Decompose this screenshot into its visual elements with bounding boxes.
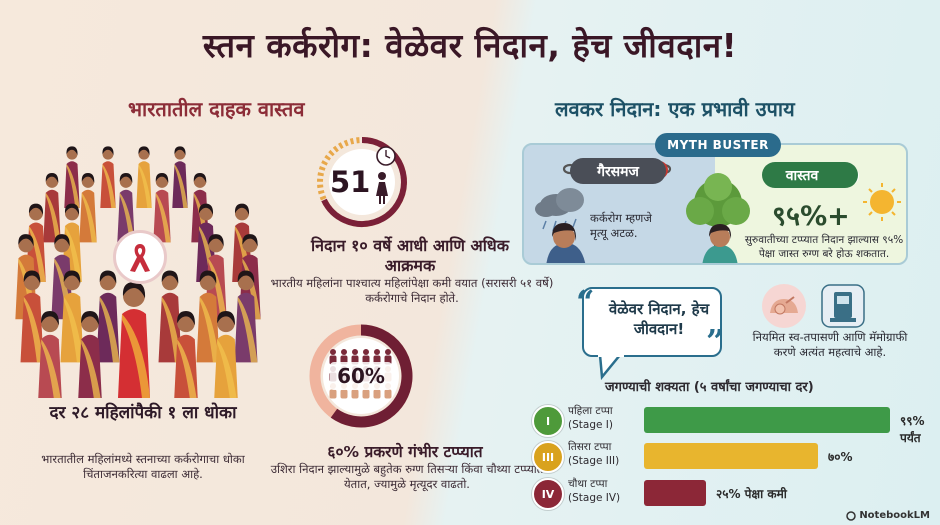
stage-name: तिसरा टप्पा	[568, 441, 612, 453]
risk-description: भारतातील महिलांमध्ये स्तनाच्या कर्करोगाच…	[41, 452, 245, 481]
myth-buster-label: MYTH BUSTER	[655, 133, 781, 157]
notebooklm-brand: NotebookLM	[846, 510, 930, 521]
woman-figure	[60, 270, 84, 363]
myth-tag: गैरसमज	[570, 158, 666, 184]
woman-figure	[158, 270, 182, 363]
fact-text: सुरुवातीच्या टप्प्यात निदान झाल्यास ९५% …	[744, 234, 904, 260]
fact-tag: वास्तव	[762, 162, 858, 188]
women-crowd-illustration	[10, 128, 270, 410]
quote-close-icon: ”	[706, 322, 725, 360]
survival-chart-title: जगण्याची शक्यता (५ वर्षांचा जगण्याचा दर)	[605, 380, 814, 395]
stage-name: चौथा टप्पा	[568, 478, 608, 490]
stage-bar	[644, 480, 706, 506]
cancer-ribbon-badge	[113, 230, 167, 284]
front-woman-figure	[118, 282, 150, 398]
quote-open-icon: “	[576, 283, 595, 321]
woman-figure	[172, 146, 188, 208]
notebooklm-logo-icon	[846, 510, 857, 521]
mammography-icon	[821, 284, 865, 328]
breast-self-exam-icon	[762, 284, 806, 328]
worried-woman-icon	[546, 223, 586, 263]
woman-figure	[213, 311, 239, 410]
awareness-ribbon-icon	[130, 244, 150, 272]
stage-bar	[644, 443, 818, 469]
stage-icon: III	[532, 441, 564, 473]
woman-figure	[100, 146, 116, 208]
self-check-icons	[762, 284, 865, 328]
woman-figure	[196, 270, 220, 363]
stage-row: III तिसरा टप्पा (Stage III) ७०%	[532, 440, 932, 474]
rain-cloud-icon	[535, 188, 584, 232]
clock-icon	[376, 146, 396, 166]
age-gauge: 51	[314, 134, 410, 234]
stage-sub: (Stage I)	[568, 419, 613, 431]
age-gauge-description: भारतीय महिलांना पाश्चात्य महिलांपेक्षा क…	[270, 276, 554, 305]
late-stage-headline: ६०% प्रकरणे गंभीर टप्प्यात	[327, 443, 483, 461]
notebooklm-label: NotebookLM	[859, 510, 930, 521]
woman-figure	[79, 172, 97, 243]
stage-name: पहिला टप्पा	[568, 405, 613, 417]
woman-figure	[153, 172, 171, 243]
woman-figure-icon	[376, 172, 388, 204]
age-gauge-value: 51	[330, 165, 371, 199]
woman-figure	[20, 270, 44, 363]
tree-icon	[686, 173, 750, 263]
woman-figure	[43, 172, 61, 243]
risk-headline: दर २८ महिलांपैकी १ ला धोका	[49, 403, 237, 423]
stage-value: ७०%	[828, 450, 853, 464]
sun-icon	[863, 183, 901, 221]
woman-figure	[37, 311, 63, 410]
quote-text: वेळेवर निदान, हेच जीवदान!	[608, 300, 710, 338]
woman-figure	[136, 146, 152, 208]
stage-value: ९९% पर्यंत	[900, 414, 925, 445]
stage-label: चौथा टप्पा (Stage IV)	[568, 477, 620, 505]
stage-sub: (Stage IV)	[568, 492, 621, 504]
late-stage-value: 60%	[330, 362, 392, 390]
woman-figure	[117, 172, 135, 243]
stage-label: पहिला टप्पा (Stage I)	[568, 404, 613, 432]
stage-row: I पहिला टप्पा (Stage I) ९९% पर्यंत	[532, 404, 932, 445]
smiling-woman-icon	[702, 224, 738, 263]
stage-label: तिसरा टप्पा (Stage III)	[568, 440, 619, 468]
stage-icon: I	[532, 405, 564, 437]
stage-icon: IV	[532, 478, 564, 510]
late-stage-gauge: 60%	[307, 322, 415, 434]
right-section-heading: लवकर निदान: एक प्रभावी उपाय	[555, 97, 795, 121]
age-gauge-ring	[317, 137, 407, 227]
self-check-text: नियमित स्व-तपासणी आणि मॅमोग्राफी करणे अत…	[752, 330, 908, 359]
age-gauge-headline: निदान १० वर्षे आधी आणि अधिक आक्रमक	[310, 236, 510, 275]
woman-figure	[77, 311, 103, 410]
late-stage-description: उशिरा निदान झाल्यामुळे बहुतेक रुग्ण तिसऱ…	[270, 462, 544, 491]
woman-figure	[234, 270, 258, 363]
page-title: स्तन कर्करोग: वेळेवर निदान, हेच जीवदान!	[202, 26, 738, 65]
stage-sub: (Stage III)	[568, 455, 620, 467]
myth-text: कर्करोग म्हणजे मृत्यू अटळ.	[590, 211, 652, 240]
stage-bar	[644, 407, 890, 433]
stage-row: IV चौथा टप्पा (Stage IV) २५% पेक्षा कमी	[532, 477, 932, 511]
women-crowd-graphic	[15, 146, 261, 410]
speech-tail-icon	[598, 355, 624, 381]
quote-bubble	[582, 287, 722, 381]
stage-value: २५% पेक्षा कमी	[716, 487, 787, 501]
woman-figure	[96, 270, 120, 363]
left-section-heading: भारतातील दाहक वास्तव	[128, 97, 305, 121]
woman-figure	[64, 146, 80, 208]
woman-figure	[173, 311, 199, 410]
fact-value: ९५%+	[772, 201, 850, 232]
